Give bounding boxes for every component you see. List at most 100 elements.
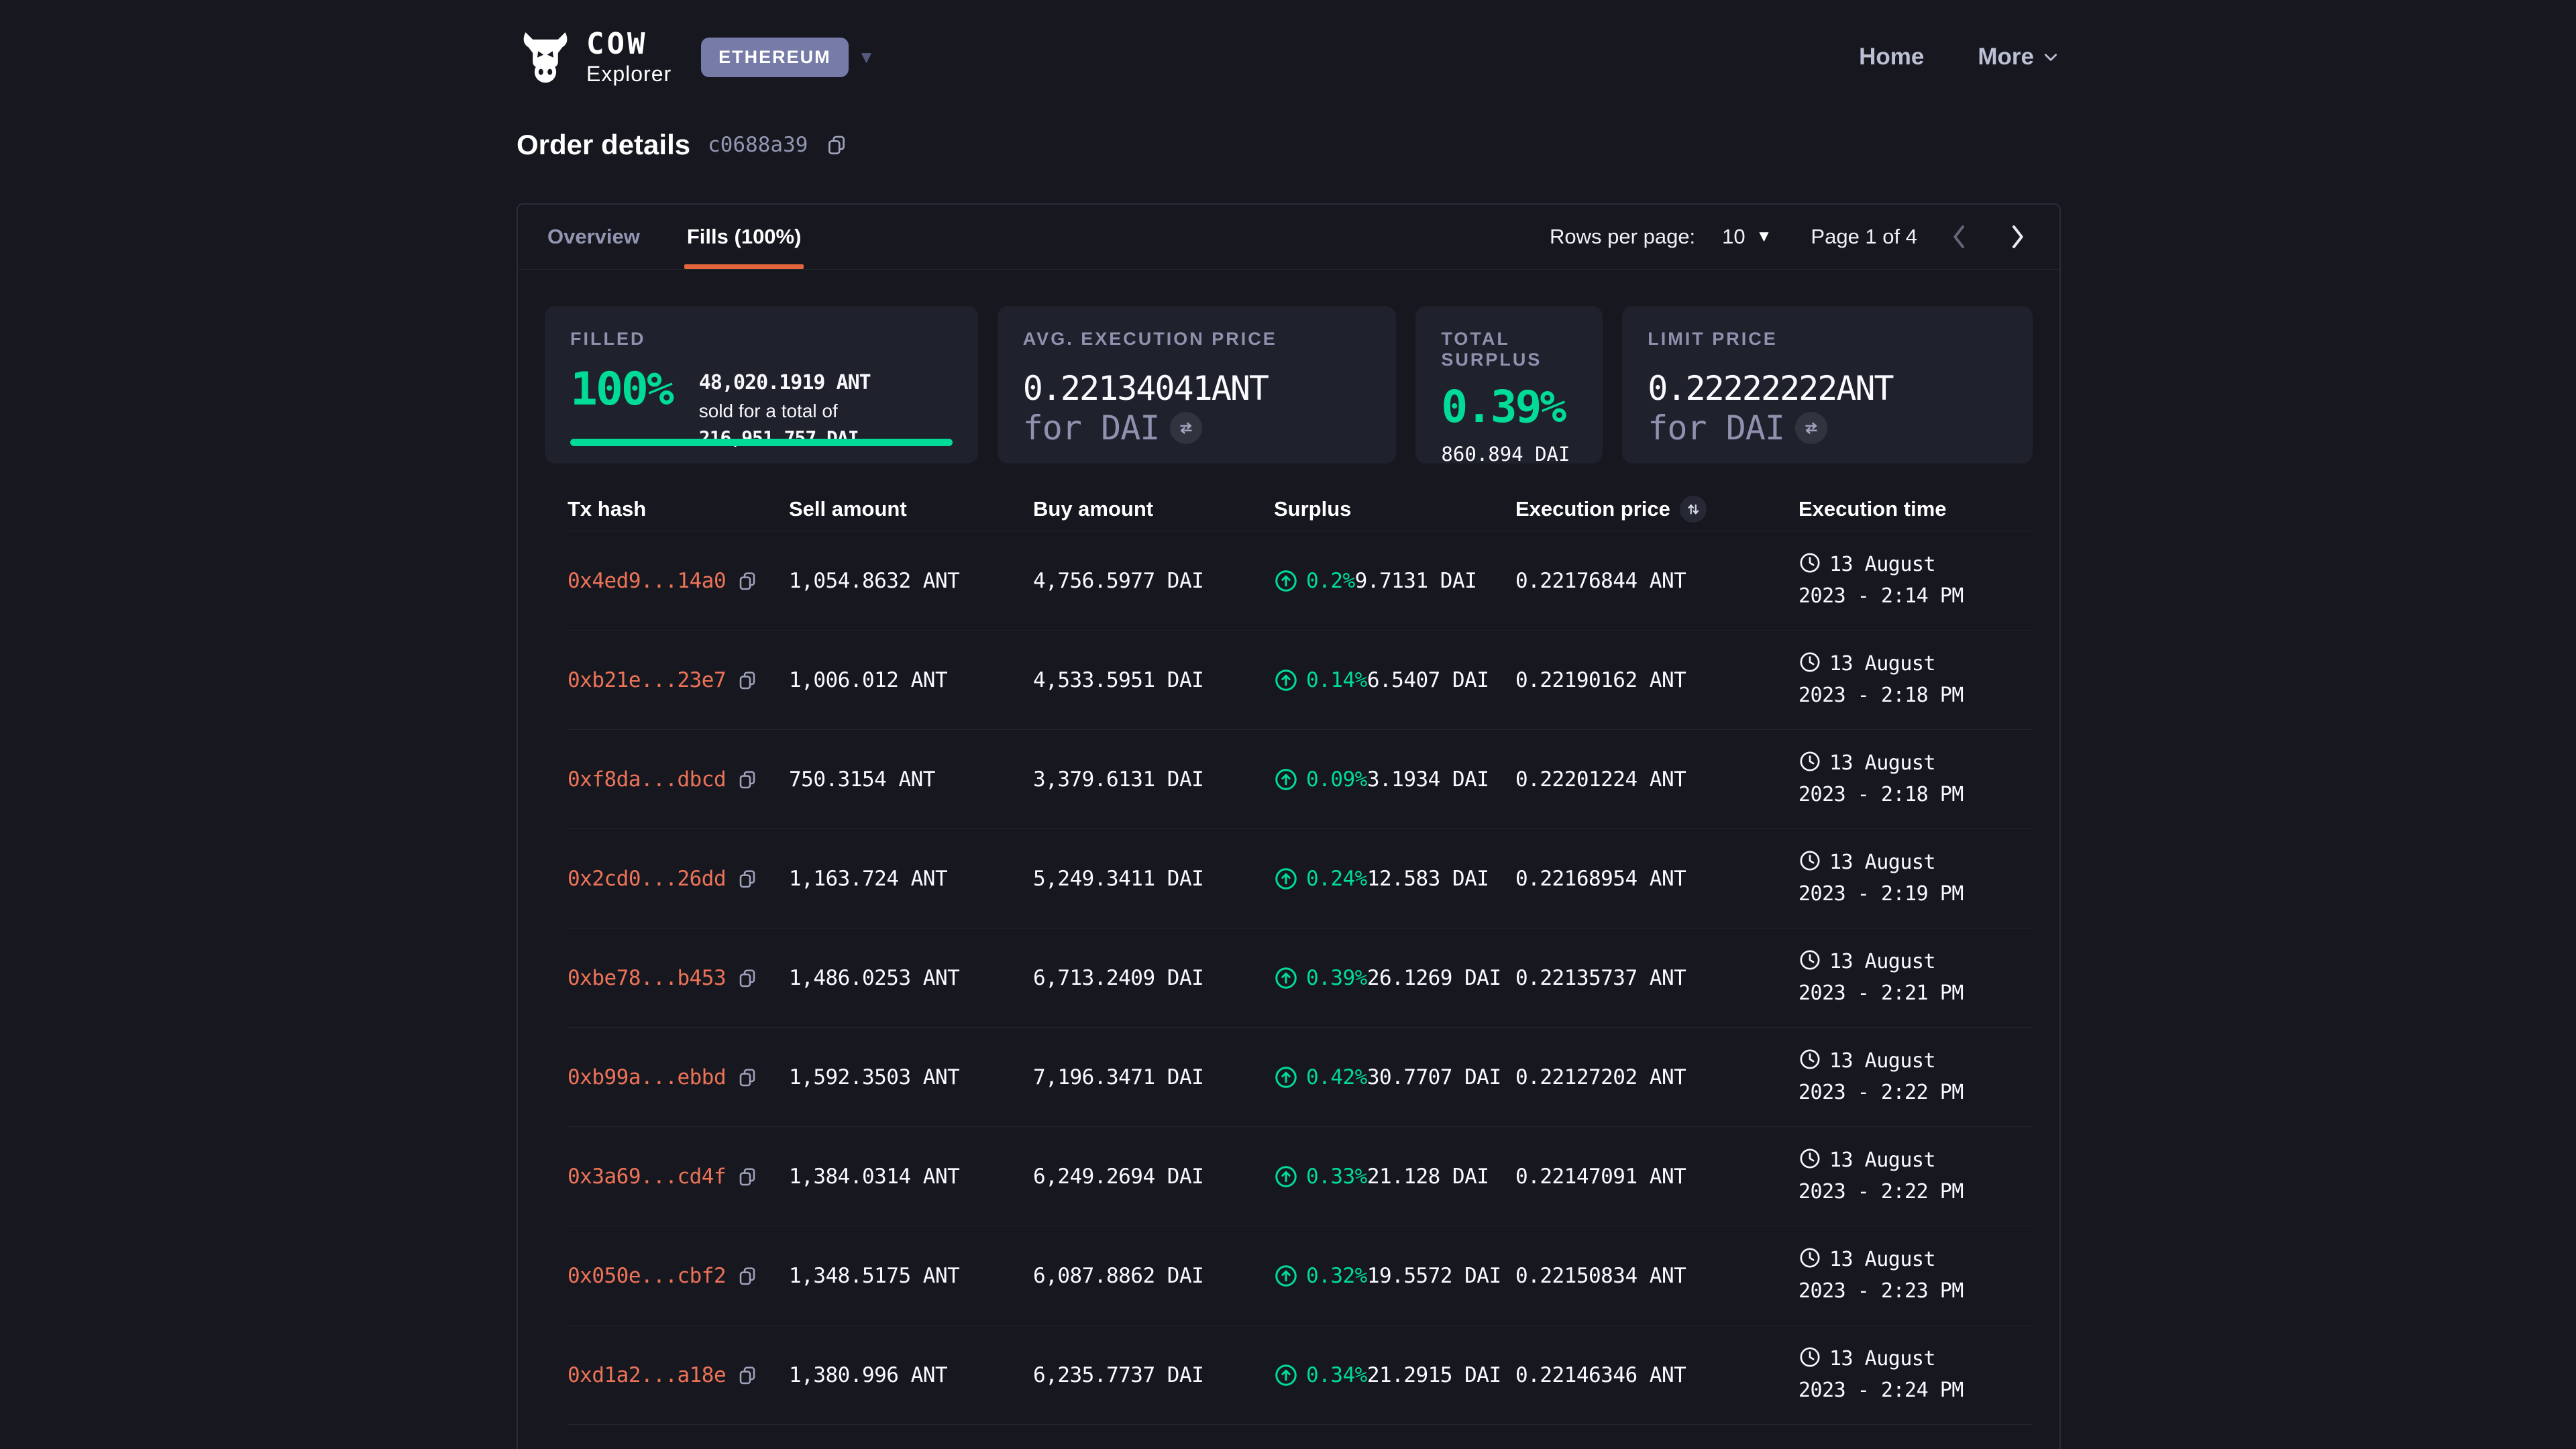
copy-tx-hash-icon[interactable] xyxy=(737,669,758,691)
tx-hash-link[interactable]: 0xbe78...b453 xyxy=(568,966,726,990)
surplus-percent: 0.24% xyxy=(1306,867,1367,891)
copy-order-id-icon[interactable] xyxy=(825,133,848,156)
cow-explorer-logo[interactable]: COW Explorer xyxy=(517,27,672,88)
fills-table-header: Tx hash Sell amount Buy amount Surplus E… xyxy=(568,488,2033,531)
tab-fills[interactable]: Fills (100%) xyxy=(684,205,804,269)
copy-tx-hash-icon[interactable] xyxy=(737,1364,758,1386)
copy-tx-hash-icon[interactable] xyxy=(737,1166,758,1187)
copy-tx-hash-icon[interactable] xyxy=(737,967,758,989)
column-header-buy-amount: Buy amount xyxy=(1033,497,1274,521)
table-row: 0x2cd0...26dd 1,163.724 ANT 5,249.3411 D… xyxy=(568,828,2033,928)
surplus-percent: 0.42% xyxy=(1306,1065,1367,1089)
sell-amount-cell: 1,348.5175 ANT xyxy=(789,1264,1033,1288)
table-row: 0xd1a2...a18e 1,380.996 ANT 6,235.7737 D… xyxy=(568,1325,2033,1424)
app-header: COW Explorer ETHEREUM ▼ Home More xyxy=(0,0,2576,114)
execution-price-cell: 0.22168954 ANT xyxy=(1515,867,1799,891)
sell-amount-cell: 1,384.0314 ANT xyxy=(789,1165,1033,1189)
table-row: 0x050e...cbf2 1,348.5175 ANT 6,087.8862 … xyxy=(568,1226,2033,1325)
surplus-up-icon xyxy=(1274,767,1298,792)
invert-price-icon[interactable] xyxy=(1170,412,1202,444)
execution-price-cell: 0.22201224 ANT xyxy=(1515,767,1799,792)
copy-tx-hash-icon[interactable] xyxy=(737,769,758,790)
clock-icon xyxy=(1799,1246,1821,1269)
copy-tx-hash-icon[interactable] xyxy=(737,570,758,592)
stat-label: FILLED xyxy=(570,329,953,350)
order-details-card: Overview Fills (100%) Rows per page: 10 … xyxy=(517,203,2061,1449)
tx-hash-link[interactable]: 0xb21e...23e7 xyxy=(568,668,726,692)
copy-tx-hash-icon[interactable] xyxy=(737,868,758,890)
copy-tx-hash-icon[interactable] xyxy=(737,1265,758,1287)
sell-amount-cell: 750.3154 ANT xyxy=(789,767,1033,792)
surplus-cell: 0.33%21.128 DAI xyxy=(1274,1165,1515,1189)
stat-card-filled: FILLED 100% 48,020.1919 ANT sold for a t… xyxy=(545,306,978,464)
network-caret-icon[interactable]: ▼ xyxy=(858,47,875,68)
avg-execution-price-value: 0.22134041ANT xyxy=(1023,368,1371,409)
clock-icon xyxy=(1799,551,1821,574)
column-header-execution-time: Execution time xyxy=(1799,497,2033,521)
surplus-percent: 0.09% xyxy=(1306,767,1367,792)
execution-time-cell: 13 August 2023 - 2:18 PM xyxy=(1799,649,2033,711)
rows-per-page-caret-icon: ▼ xyxy=(1756,227,1772,246)
surplus-percent: 0.2% xyxy=(1306,569,1355,593)
buy-amount-cell: 6,249.2694 DAI xyxy=(1033,1165,1274,1189)
chevron-down-icon xyxy=(2042,48,2059,66)
table-row: 0x3a69...cd4f 1,384.0314 ANT 6,249.2694 … xyxy=(568,1126,2033,1226)
main-nav: Home More xyxy=(1859,44,2059,70)
column-header-surplus: Surplus xyxy=(1274,497,1515,521)
surplus-cell: 0.14%6.5407 DAI xyxy=(1274,668,1515,692)
page-title-row: Order details c0688a39 xyxy=(517,129,848,161)
surplus-cell: 0.34%21.2915 DAI xyxy=(1274,1363,1515,1387)
copy-tx-hash-icon[interactable] xyxy=(737,1067,758,1088)
tx-hash-link[interactable]: 0x2cd0...26dd xyxy=(568,867,726,891)
next-page-button[interactable] xyxy=(2002,223,2033,250)
tx-hash-link[interactable]: 0x3a69...cd4f xyxy=(568,1165,726,1189)
prev-page-button[interactable] xyxy=(1944,223,1975,250)
page-title: Order details xyxy=(517,129,690,161)
tx-hash-link[interactable]: 0xf8da...dbcd xyxy=(568,767,726,792)
sell-amount-cell: 1,592.3503 ANT xyxy=(789,1065,1033,1089)
invert-execution-price-icon[interactable] xyxy=(1680,496,1707,523)
total-surplus-percent: 0.39% xyxy=(1441,385,1577,429)
tab-overview[interactable]: Overview xyxy=(545,205,643,269)
surplus-cell: 0.09%3.1934 DAI xyxy=(1274,767,1515,792)
table-row: 0xf8da...dbcd 750.3154 ANT 3,379.6131 DA… xyxy=(568,729,2033,828)
filled-percent: 100% xyxy=(570,367,672,413)
execution-time-cell: 13 August 2023 - 2:24 PM xyxy=(1799,1344,2033,1406)
nav-home-link[interactable]: Home xyxy=(1859,44,1924,70)
tx-hash-link[interactable]: 0xb99a...ebbd xyxy=(568,1065,726,1089)
execution-price-cell: 0.22190162 ANT xyxy=(1515,668,1799,692)
execution-price-cell: 0.22135737 ANT xyxy=(1515,966,1799,990)
stat-card-avg-execution-price: AVG. EXECUTION PRICE 0.22134041ANT for D… xyxy=(998,306,1397,464)
buy-amount-cell: 6,087.8862 DAI xyxy=(1033,1264,1274,1288)
surplus-amount: 9.7131 DAI xyxy=(1355,569,1477,593)
surplus-amount: 3.1934 DAI xyxy=(1367,767,1489,792)
surplus-up-icon xyxy=(1274,569,1298,593)
clock-icon xyxy=(1799,750,1821,773)
sell-amount-cell: 1,486.0253 ANT xyxy=(789,966,1033,990)
sell-amount-cell: 1,380.996 ANT xyxy=(789,1363,1033,1387)
surplus-amount: 12.583 DAI xyxy=(1367,867,1489,891)
clock-icon xyxy=(1799,949,1821,971)
limit-price-value: 0.22222222ANT xyxy=(1648,368,2007,409)
page-indicator: Page 1 of 4 xyxy=(1811,225,1917,249)
tx-hash-link[interactable]: 0x050e...cbf2 xyxy=(568,1264,726,1288)
rows-per-page-select[interactable]: 10 ▼ xyxy=(1722,225,1772,249)
execution-time-cell: 13 August 2023 - 2:14 PM xyxy=(1799,549,2033,612)
execution-price-cell: 0.22127202 ANT xyxy=(1515,1065,1799,1089)
tx-hash-link[interactable]: 0x4ed9...14a0 xyxy=(568,569,726,593)
surplus-up-icon xyxy=(1274,1363,1298,1387)
tx-hash-link[interactable]: 0xd1a2...a18e xyxy=(568,1363,726,1387)
surplus-percent: 0.14% xyxy=(1306,668,1367,692)
column-header-sell-amount: Sell amount xyxy=(789,497,1033,521)
surplus-amount: 30.7707 DAI xyxy=(1367,1065,1501,1089)
network-selector-badge[interactable]: ETHEREUM xyxy=(701,38,849,77)
execution-time-cell: 13 August 2023 - 2:18 PM xyxy=(1799,748,2033,810)
cow-logo-icon xyxy=(517,27,574,88)
nav-more-menu[interactable]: More xyxy=(1978,44,2059,70)
logo-wordmark: COW xyxy=(586,30,672,59)
cow-explorer-page: COW Explorer ETHEREUM ▼ Home More Order … xyxy=(0,0,2576,1449)
invert-price-icon[interactable] xyxy=(1795,412,1827,444)
sell-amount-cell: 1,054.8632 ANT xyxy=(789,569,1033,593)
order-id: c0688a39 xyxy=(708,133,808,157)
surplus-cell: 0.39%26.1269 DAI xyxy=(1274,966,1515,990)
